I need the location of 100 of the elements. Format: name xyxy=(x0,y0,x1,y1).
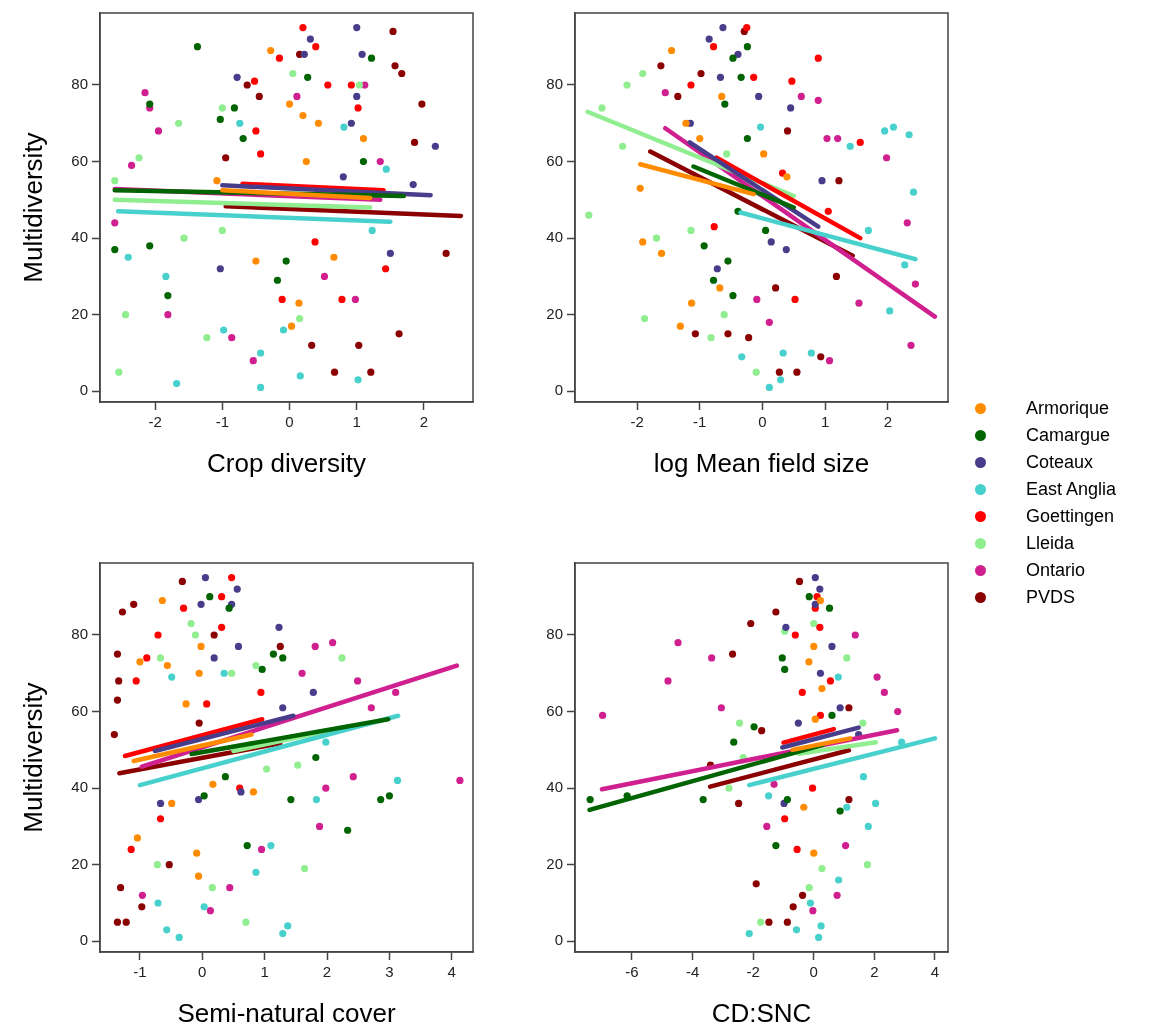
point xyxy=(216,115,224,124)
point xyxy=(783,918,792,926)
point xyxy=(729,291,737,300)
point xyxy=(894,707,902,716)
point xyxy=(156,799,165,808)
point xyxy=(710,223,718,231)
point xyxy=(757,918,765,926)
point xyxy=(788,77,796,85)
point xyxy=(255,92,263,101)
point xyxy=(353,92,361,101)
point xyxy=(376,157,384,166)
y-axis-title: Multidiversity xyxy=(17,132,48,283)
point xyxy=(338,654,346,662)
point xyxy=(687,81,695,89)
point xyxy=(275,54,284,62)
point xyxy=(880,688,888,697)
point xyxy=(324,81,332,89)
point xyxy=(907,341,915,349)
point xyxy=(745,930,753,938)
point xyxy=(398,69,406,78)
point xyxy=(834,673,842,681)
point xyxy=(882,154,891,162)
point xyxy=(200,903,208,911)
point xyxy=(257,688,265,697)
point xyxy=(724,257,732,265)
point xyxy=(193,849,201,857)
point xyxy=(115,677,123,685)
point xyxy=(165,861,173,869)
point xyxy=(798,688,806,697)
point xyxy=(353,23,361,32)
point xyxy=(709,43,718,51)
y-tick-label: 0 xyxy=(79,931,88,949)
point xyxy=(312,43,320,51)
point xyxy=(330,253,338,261)
point xyxy=(817,922,825,930)
point xyxy=(158,596,166,605)
x-axis-title: Semi-natural cover xyxy=(177,997,396,1028)
point xyxy=(718,92,726,101)
x-tick-label: 0 xyxy=(758,413,767,431)
point xyxy=(795,577,804,585)
x-tick-label: 1 xyxy=(820,413,830,431)
point xyxy=(805,593,813,601)
y-axis-title: Multidiversity xyxy=(17,682,48,833)
point xyxy=(619,142,627,150)
point xyxy=(805,658,813,666)
point xyxy=(226,884,234,892)
point xyxy=(636,184,644,192)
point xyxy=(154,899,162,907)
point xyxy=(111,219,119,227)
point xyxy=(242,918,250,926)
point xyxy=(835,177,843,185)
point xyxy=(811,573,819,582)
point xyxy=(299,23,307,32)
point xyxy=(284,922,292,930)
point xyxy=(721,100,729,108)
point xyxy=(225,604,233,612)
point xyxy=(745,334,753,342)
point xyxy=(758,727,766,735)
point xyxy=(312,796,321,804)
point xyxy=(828,642,836,651)
point xyxy=(889,123,898,131)
point xyxy=(200,792,208,800)
point xyxy=(873,673,881,681)
point xyxy=(296,314,304,323)
point xyxy=(817,353,825,361)
point xyxy=(249,357,257,365)
point xyxy=(864,226,872,235)
legend-label: Goettingen xyxy=(1026,506,1115,527)
point xyxy=(110,730,118,739)
point xyxy=(752,368,760,376)
point xyxy=(228,669,236,677)
point xyxy=(359,157,368,166)
point xyxy=(765,792,773,800)
point xyxy=(329,639,337,647)
point xyxy=(657,62,665,70)
point xyxy=(239,134,247,143)
point xyxy=(886,307,894,315)
point xyxy=(808,784,817,792)
point xyxy=(833,891,841,899)
point xyxy=(359,134,368,143)
point xyxy=(278,295,286,303)
point xyxy=(233,585,241,593)
point xyxy=(787,104,795,112)
point xyxy=(367,54,376,62)
point xyxy=(639,238,647,246)
point xyxy=(442,249,450,258)
legend-label: Ontario xyxy=(1026,560,1086,581)
y-tick-label: 60 xyxy=(71,701,88,719)
point xyxy=(252,127,260,135)
point xyxy=(222,154,230,162)
point xyxy=(640,314,649,323)
legend-label: Armorique xyxy=(1026,398,1110,419)
point xyxy=(389,27,397,35)
point xyxy=(391,62,399,70)
point xyxy=(752,880,760,888)
point xyxy=(296,372,304,380)
point xyxy=(393,776,402,785)
point xyxy=(687,226,695,235)
point xyxy=(696,134,704,143)
point xyxy=(753,295,761,303)
